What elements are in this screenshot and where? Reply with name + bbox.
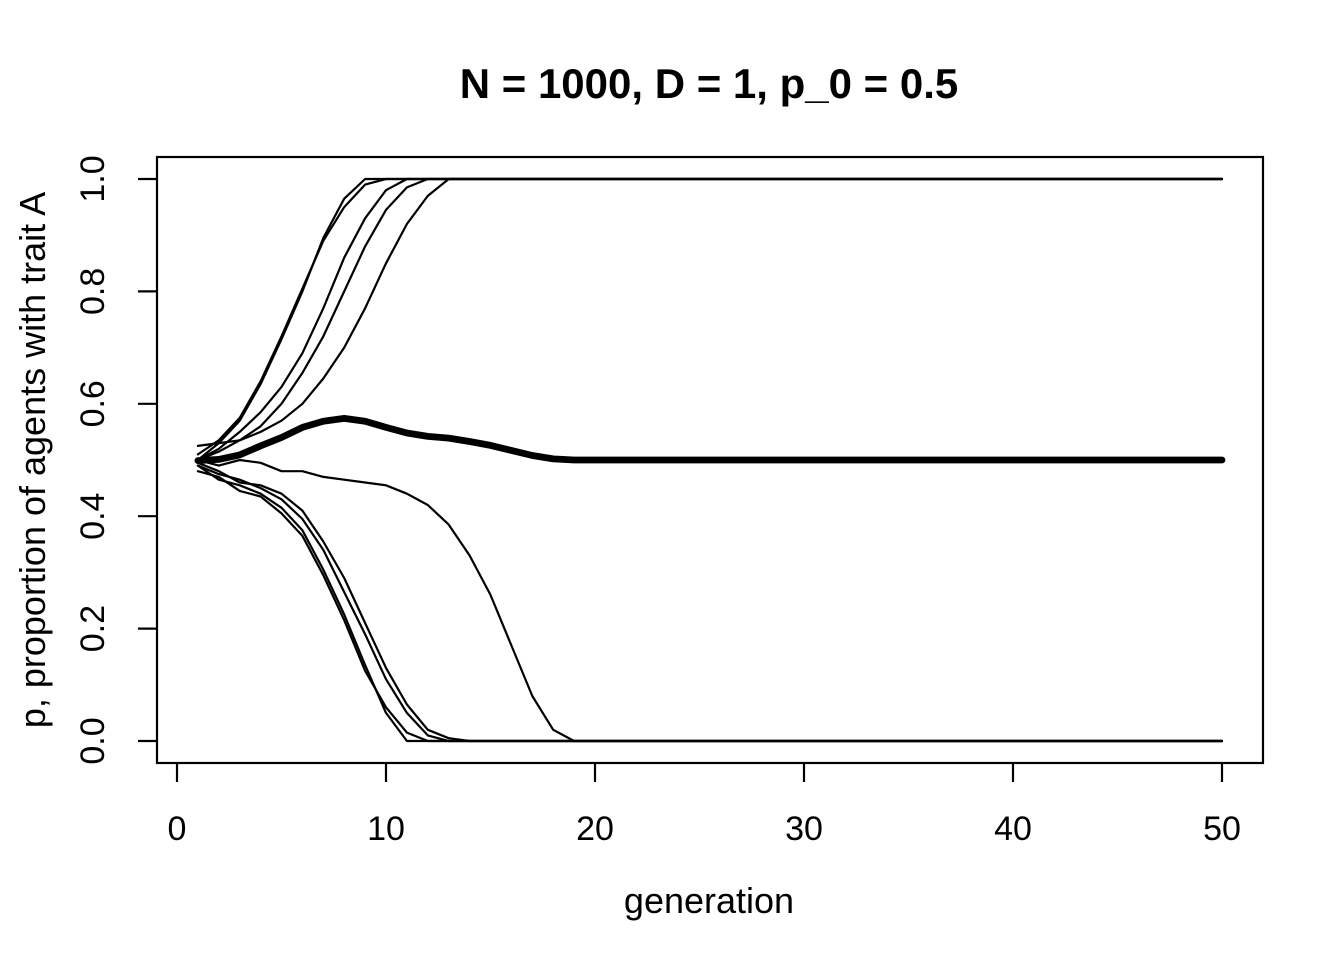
run-line-run-10 (196, 458, 1224, 743)
mean-line (194, 414, 1226, 465)
x-axis-tick-label: 30 (785, 810, 823, 848)
run-line-run-8 (196, 464, 1224, 743)
x-axis-tick-label: 20 (576, 810, 614, 848)
y-axis-tick-label: 0.6 (74, 380, 112, 427)
y-axis-tick-label: 0.4 (74, 493, 112, 540)
y-axis-title: p, proportion of agents with trait A (12, 192, 53, 728)
run-line-run-6 (196, 464, 1224, 743)
x-axis-title: generation (624, 880, 794, 921)
x-axis-tick-label: 10 (367, 810, 405, 848)
y-axis-tick-label: 0.2 (74, 605, 112, 652)
plot-box (155, 155, 1265, 765)
axis-layer: 0 10 20 30 40 50 0.0 0.2 0.4 0.6 0.8 1.0 (74, 155, 1241, 848)
plot-title: N = 1000, D = 1, p_0 = 0.5 (460, 60, 958, 107)
series-layer (194, 177, 1226, 743)
y-axis-tick-label: 0.0 (74, 717, 112, 764)
x-axis-tick-label: 50 (1203, 810, 1241, 848)
y-axis-tick-label: 0.8 (74, 268, 112, 315)
x-axis-tick-label: 40 (994, 810, 1032, 848)
run-line-run-9 (196, 461, 1224, 743)
run-line-run-2 (196, 177, 1224, 456)
y-axis-tick-label: 1.0 (74, 155, 112, 202)
run-line-run-5 (196, 177, 1224, 447)
x-axis-tick-label: 0 (168, 810, 187, 848)
